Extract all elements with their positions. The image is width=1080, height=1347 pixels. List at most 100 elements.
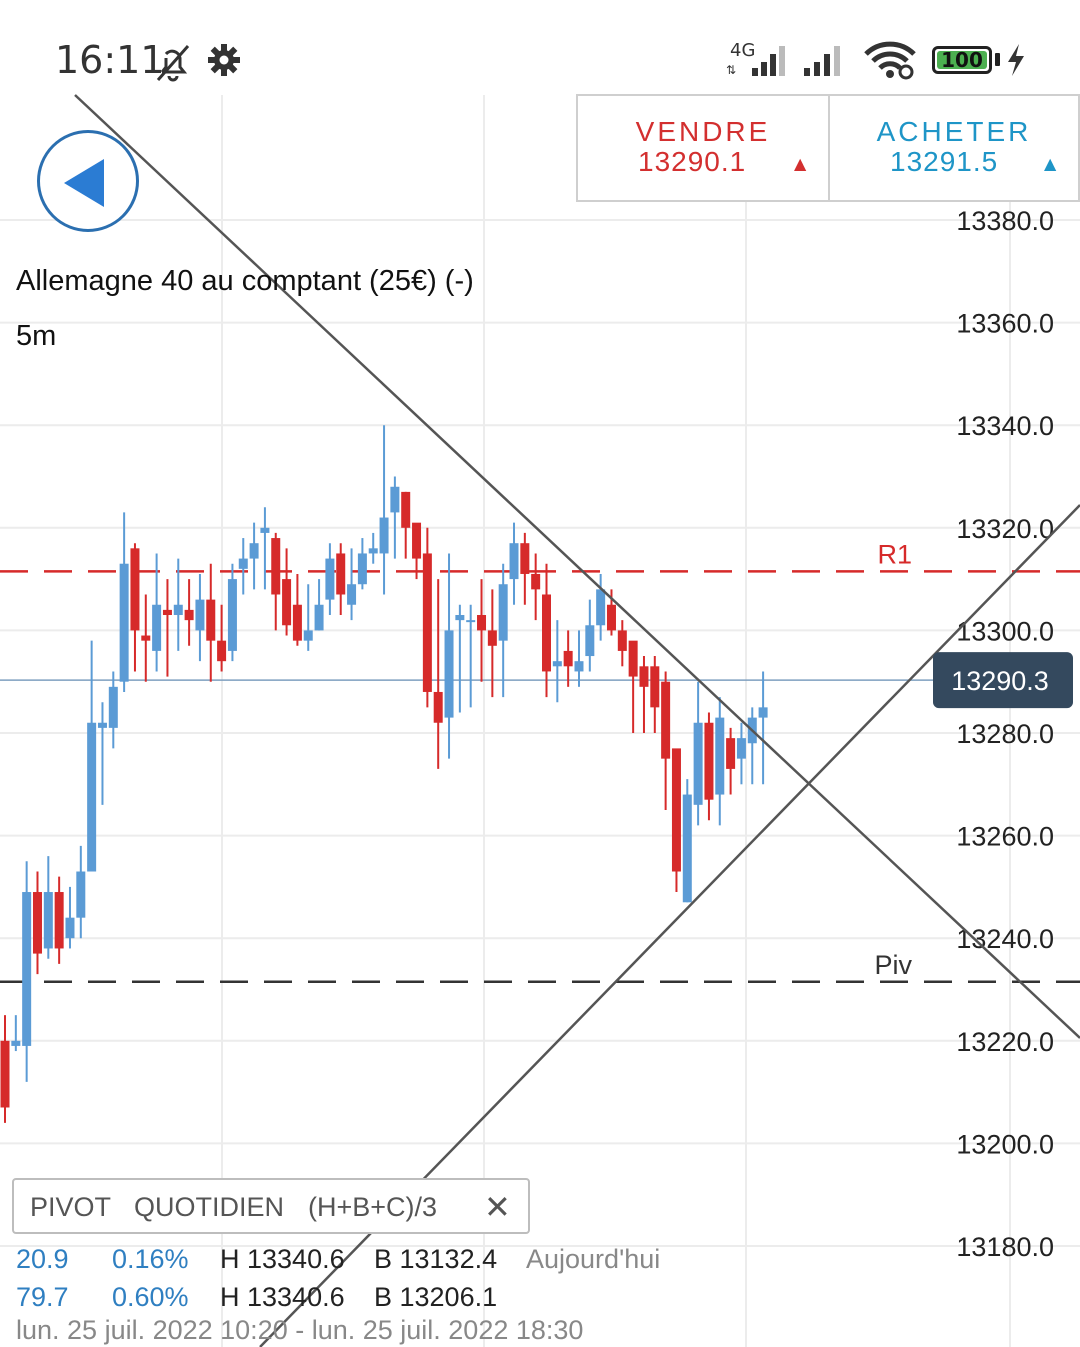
candle-body: [54, 892, 64, 949]
y-tick-label: 13300.0: [956, 616, 1054, 646]
candle-body: [726, 738, 736, 769]
y-tick-label: 13240.0: [956, 924, 1054, 954]
battery-icon: 100: [932, 46, 992, 74]
candle-body: [260, 527, 270, 533]
close-icon[interactable]: ✕: [484, 1188, 511, 1226]
buy-button[interactable]: ACHETER 13291.5 ▲: [828, 94, 1080, 202]
candle-body: [238, 558, 248, 569]
candle-body: [661, 681, 671, 759]
candle-body: [715, 717, 725, 795]
charging-icon: [1008, 44, 1024, 76]
candle-body: [736, 738, 746, 759]
candle-body: [0, 1040, 10, 1108]
y-tick-label: 13280.0: [956, 719, 1054, 749]
candle-body: [303, 630, 313, 641]
network-type: 4G: [730, 40, 756, 61]
status-time: 16:11: [55, 38, 165, 82]
candle-body: [130, 548, 140, 631]
candle-body: [206, 599, 216, 641]
candle-body: [271, 538, 281, 595]
svg-text:⇅: ⇅: [726, 63, 736, 77]
indicator-name: PIVOT: [30, 1192, 112, 1222]
candle-body: [542, 594, 551, 672]
stat-low: B 13206.1: [374, 1282, 498, 1312]
level-label-r1: R1: [877, 539, 912, 569]
wifi-icon: [864, 41, 916, 80]
back-button[interactable]: [37, 130, 139, 232]
candle-body: [249, 543, 259, 559]
level-label-piv: Piv: [874, 950, 912, 980]
bell-off-icon: [156, 45, 190, 82]
candle-body: [119, 563, 129, 682]
indicator-chip[interactable]: PIVOT QUOTIDIEN (H+B+C)/3 ✕: [12, 1178, 530, 1234]
stat-high: H 13340.6: [220, 1282, 345, 1312]
trend-line-down: [74, 94, 1080, 1039]
buy-arrow-icon: ▲: [1044, 154, 1057, 173]
candle-body: [379, 517, 389, 554]
candle-body: [704, 722, 714, 800]
y-tick-label: 13180.0: [956, 1232, 1054, 1262]
gear-icon: [208, 44, 240, 76]
indicator-formula: (H+B+C)/3: [308, 1192, 438, 1222]
candle-body: [552, 661, 562, 667]
back-arrow-icon: [64, 159, 104, 207]
candle-body: [347, 584, 357, 605]
stat-low: B 13132.4: [374, 1244, 498, 1274]
candle-body: [531, 573, 541, 590]
current-price-label: 13290.3: [951, 666, 1049, 696]
candle-body: [617, 630, 627, 651]
status-bar: 16:11 4G ⇅ 100: [0, 0, 1080, 110]
y-tick-label: 13360.0: [956, 309, 1054, 339]
sell-button[interactable]: VENDRE 13290.1 ▲: [576, 94, 830, 202]
candle-body: [195, 599, 205, 631]
candle-body: [22, 892, 32, 1046]
indicator-period: QUOTIDIEN: [134, 1192, 285, 1222]
sell-label: VENDRE: [635, 116, 771, 147]
candle-body: [477, 615, 487, 631]
candle-body: [292, 604, 302, 641]
candle-body: [444, 630, 454, 718]
stat-change-pct: 0.60%: [112, 1282, 189, 1312]
signal-icon-2: [804, 46, 840, 76]
instrument-title: Allemagne 40 au comptant (25€) (-): [16, 265, 474, 297]
y-tick-label: 13200.0: [956, 1129, 1054, 1159]
candle-body: [11, 1040, 21, 1046]
candle-body: [487, 630, 497, 646]
candle-body: [32, 892, 42, 954]
candle-body: [509, 543, 519, 580]
candle-body: [184, 609, 194, 621]
candle-body: [422, 553, 432, 692]
timeframe-label[interactable]: 5m: [16, 320, 57, 352]
candle-body: [162, 609, 172, 616]
date-range: lun. 25 juil. 2022 10:20 - lun. 25 juil.…: [16, 1315, 584, 1345]
candle-body: [152, 604, 162, 651]
sell-price: 13290.1: [638, 146, 747, 177]
signal-icon: ⇅: [726, 46, 785, 77]
candle-body: [433, 691, 443, 723]
candle-body: [758, 707, 768, 718]
stat-high: H 13340.6: [220, 1244, 345, 1274]
candle-body: [412, 522, 422, 559]
candle-body: [65, 917, 75, 939]
candle-body: [368, 548, 378, 554]
candle-body: [108, 686, 118, 728]
stat-period-label: Aujourd'hui: [526, 1244, 661, 1274]
candle-body: [401, 491, 411, 528]
candle-body: [671, 748, 681, 872]
battery-level: 100: [941, 48, 983, 72]
candle-body: [357, 553, 367, 585]
candle-body: [650, 666, 660, 708]
candle-body: [325, 558, 335, 600]
stat-change: 20.9: [16, 1244, 69, 1274]
y-tick-label: 13220.0: [956, 1027, 1054, 1057]
candle-body: [682, 794, 692, 903]
buy-price: 13291.5: [890, 146, 999, 177]
candle-body: [498, 584, 508, 641]
battery-cap: [995, 53, 1000, 66]
y-tick-label: 13260.0: [956, 822, 1054, 852]
stat-change: 79.7: [16, 1282, 69, 1312]
candle-body: [455, 615, 465, 621]
candle-body: [76, 871, 86, 918]
y-tick-label: 13340.0: [956, 411, 1054, 441]
